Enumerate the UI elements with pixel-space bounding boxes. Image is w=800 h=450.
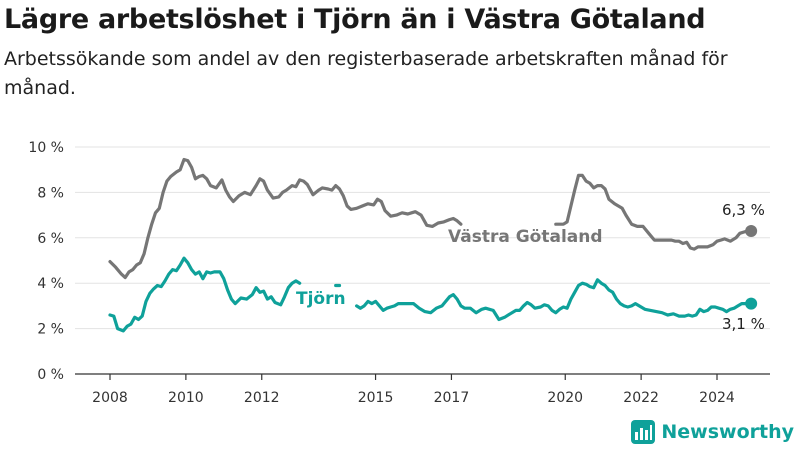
chart-subtitle: Arbetssökande som andel av den registerb…: [4, 48, 728, 99]
bar-chart-logo-icon: [631, 420, 656, 444]
y-tick-label: 8 %: [37, 185, 64, 201]
x-axis: 2008 2010 2012 2015 2017 2020 2022 2024: [75, 373, 770, 406]
y-tick-label: 10 %: [28, 140, 64, 156]
end-label-vastra-gotaland: 6,3 %: [722, 201, 765, 219]
series-line-vastra-gotaland: [108, 157, 463, 280]
x-tick-label: 2022: [623, 390, 659, 406]
series-label-tjorn: Tjörn: [296, 289, 346, 309]
grid-lines: [75, 146, 770, 330]
x-tick-label: 2008: [92, 390, 128, 406]
series-label-vastra-gotaland: Västra Götaland: [448, 227, 603, 247]
y-tick-label: 4 %: [37, 276, 64, 292]
end-point-vastra-gotaland: [745, 224, 758, 237]
end-point-tjorn: [745, 297, 758, 310]
x-tick-label: 2017: [434, 390, 470, 406]
x-tick-label: 2012: [244, 390, 280, 406]
chart-title: Lägre arbetslöshet i Tjörn än i Västra G…: [4, 4, 706, 35]
end-label-tjorn: 3,1 %: [722, 315, 765, 333]
y-axis: 0 % 2 % 4 % 6 % 8 % 10 %: [28, 140, 64, 383]
series-line-tjorn: [108, 256, 302, 333]
brand-logo[interactable]: Newsworthy: [631, 420, 794, 444]
y-tick-label: 6 %: [37, 231, 64, 247]
x-tick-label: 2010: [168, 390, 204, 406]
y-tick-label: 0 %: [37, 367, 64, 383]
x-tick-label: 2015: [358, 390, 394, 406]
brand-name: Newsworthy: [661, 421, 794, 443]
x-tick-label: 2024: [699, 390, 735, 406]
x-tick-label: 2020: [547, 390, 583, 406]
y-tick-label: 2 %: [37, 322, 64, 338]
series-line-tjorn: [355, 278, 753, 322]
series-line-vastra-gotaland: [554, 173, 753, 251]
series-lines: [108, 157, 758, 333]
